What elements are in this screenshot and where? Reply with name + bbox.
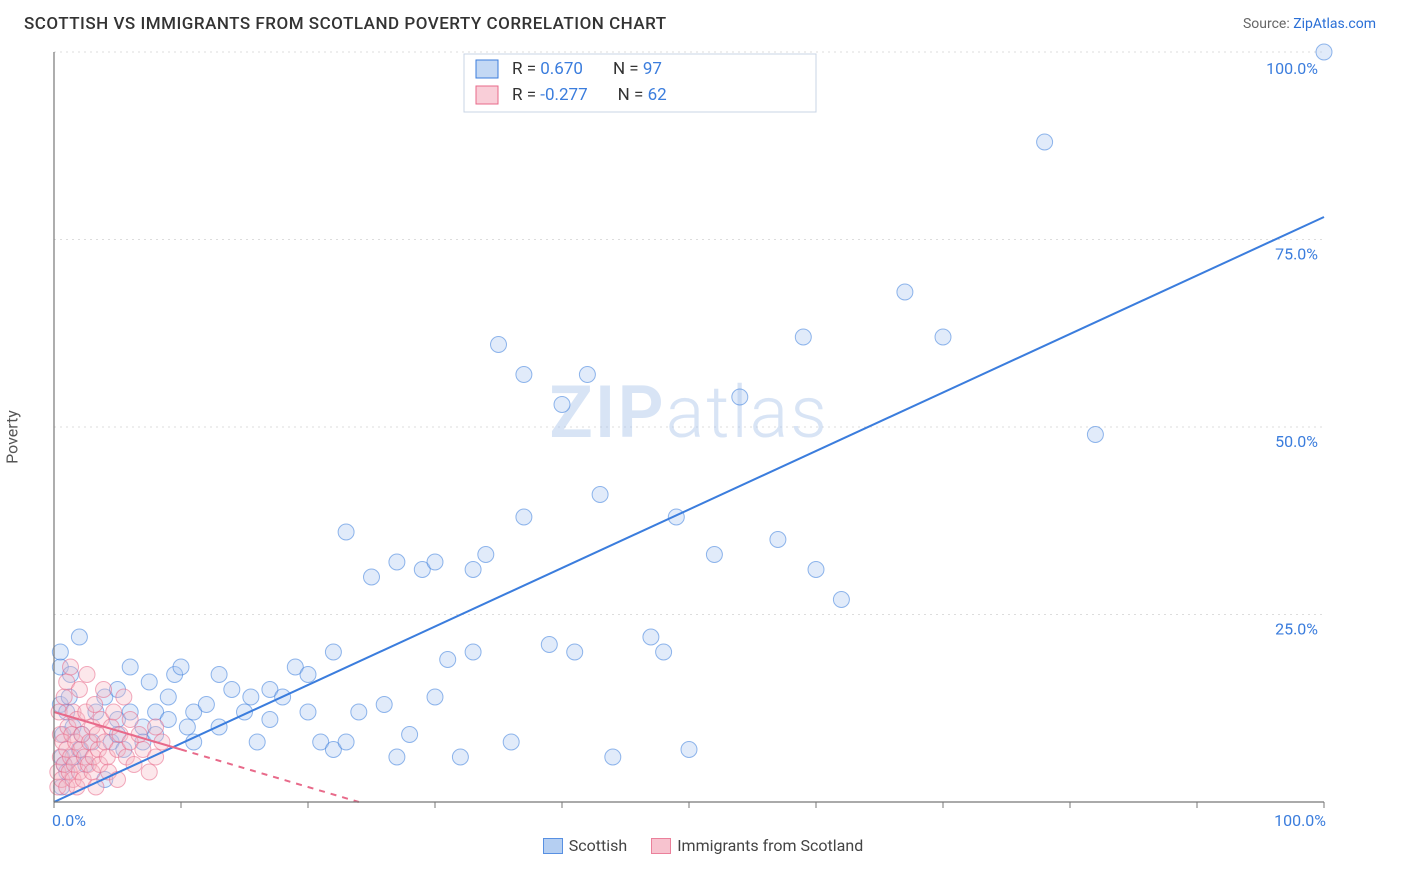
data-point: [833, 592, 849, 608]
source: Source: ZipAtlas.com: [1243, 16, 1376, 32]
data-point: [186, 734, 202, 750]
data-point: [141, 674, 157, 690]
legend-item: Scottish: [543, 836, 627, 855]
data-point: [808, 562, 824, 578]
data-point: [465, 644, 481, 660]
data-point: [52, 644, 68, 660]
data-point: [491, 337, 507, 353]
legend-bottom: Scottish Immigrants from Scotland: [0, 836, 1406, 855]
data-point: [706, 547, 722, 563]
data-point: [402, 727, 418, 743]
data-point: [122, 712, 138, 728]
watermark: ZIPatlas: [549, 370, 829, 455]
data-point: [63, 659, 79, 675]
y-axis-label: Poverty: [3, 410, 22, 464]
data-point: [478, 547, 494, 563]
data-point: [160, 689, 176, 705]
source-link[interactable]: ZipAtlas.com: [1293, 16, 1376, 32]
data-point: [935, 329, 951, 345]
data-point: [364, 569, 380, 585]
data-point: [795, 329, 811, 345]
data-point: [681, 742, 697, 758]
data-point: [148, 719, 164, 735]
data-point: [897, 284, 913, 300]
data-point: [541, 637, 557, 653]
rn-swatch: [476, 60, 498, 78]
data-point: [567, 644, 583, 660]
data-point: [351, 704, 367, 720]
y-tick-label: 25.0%: [1275, 620, 1318, 639]
data-point: [516, 367, 532, 383]
data-point: [389, 749, 405, 765]
data-point: [243, 689, 259, 705]
data-point: [338, 734, 354, 750]
data-point: [71, 682, 87, 698]
x-tick-label: 0.0%: [52, 811, 86, 830]
rn-swatch: [476, 86, 498, 104]
data-point: [643, 629, 659, 645]
y-tick-label: 50.0%: [1275, 432, 1318, 451]
chart-title: SCOTTISH VS IMMIGRANTS FROM SCOTLAND POV…: [24, 14, 667, 34]
data-point: [376, 697, 392, 713]
data-point: [88, 779, 104, 795]
data-point: [110, 772, 126, 788]
data-point: [262, 712, 278, 728]
data-point: [173, 659, 189, 675]
data-point: [122, 659, 138, 675]
source-label: Source:: [1243, 16, 1290, 32]
data-point: [427, 554, 443, 570]
data-point: [579, 367, 595, 383]
data-point: [87, 697, 103, 713]
data-point: [96, 682, 112, 698]
data-point: [249, 734, 265, 750]
legend-swatch: [543, 838, 563, 854]
data-point: [1316, 44, 1332, 60]
data-point: [516, 509, 532, 525]
legend-label: Scottish: [569, 836, 627, 855]
data-point: [592, 487, 608, 503]
data-point: [106, 704, 122, 720]
data-point: [300, 704, 316, 720]
data-point: [56, 689, 72, 705]
data-point: [211, 667, 227, 683]
y-tick-label: 100.0%: [1266, 59, 1318, 78]
data-point: [71, 629, 87, 645]
data-point: [116, 689, 132, 705]
data-point: [338, 524, 354, 540]
data-point: [1037, 134, 1053, 150]
chart-container: Poverty ZIPatlas0.0%100.0%25.0%50.0%75.0…: [24, 42, 1382, 832]
data-point: [732, 389, 748, 405]
legend-swatch: [651, 838, 671, 854]
data-point: [770, 532, 786, 548]
data-point: [179, 719, 195, 735]
header: SCOTTISH VS IMMIGRANTS FROM SCOTLAND POV…: [0, 0, 1406, 42]
data-point: [427, 689, 443, 705]
data-point: [198, 697, 214, 713]
data-point: [554, 397, 570, 413]
data-point: [465, 562, 481, 578]
data-point: [224, 682, 240, 698]
data-point: [1087, 427, 1103, 443]
data-point: [503, 734, 519, 750]
y-tick-label: 75.0%: [1275, 245, 1318, 264]
data-point: [325, 644, 341, 660]
scatter-chart: ZIPatlas0.0%100.0%25.0%50.0%75.0%100.0%R…: [24, 42, 1354, 832]
data-point: [452, 749, 468, 765]
data-point: [300, 667, 316, 683]
data-point: [141, 764, 157, 780]
data-point: [605, 749, 621, 765]
data-point: [389, 554, 405, 570]
data-point: [440, 652, 456, 668]
trend-line-0: [54, 217, 1324, 802]
data-point: [656, 644, 672, 660]
legend-item: Immigrants from Scotland: [651, 836, 863, 855]
legend-label: Immigrants from Scotland: [677, 836, 863, 855]
data-point: [79, 667, 95, 683]
x-tick-label: 100.0%: [1274, 811, 1326, 830]
